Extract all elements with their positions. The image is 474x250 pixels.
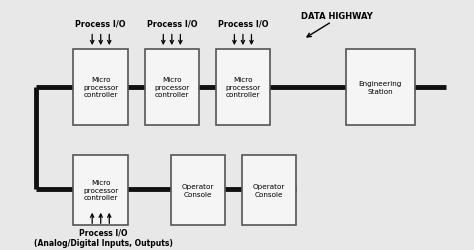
Text: Process I/O: Process I/O [75,20,126,29]
Text: Engineering
Station: Engineering Station [359,81,402,94]
Bar [73,50,128,125]
Bar [171,155,225,225]
Bar [346,50,415,125]
Text: Process I/O
(Analog/Digital Inputs, Outputs): Process I/O (Analog/Digital Inputs, Outp… [34,228,173,248]
Text: Process I/O: Process I/O [218,20,268,29]
Text: Micro
processor
controller: Micro processor controller [154,77,190,98]
Text: Process I/O: Process I/O [146,20,197,29]
Bar [73,155,128,225]
Text: Operator
Console: Operator Console [253,183,285,197]
Bar [145,50,199,125]
Text: Micro
processor
controller: Micro processor controller [83,77,118,98]
Bar [216,50,270,125]
Text: Micro
processor
controller: Micro processor controller [225,77,261,98]
Text: Micro
processor
controller: Micro processor controller [83,180,118,201]
Bar [242,155,296,225]
Text: DATA HIGHWAY: DATA HIGHWAY [301,12,373,21]
Text: Operator
Console: Operator Console [182,183,214,197]
